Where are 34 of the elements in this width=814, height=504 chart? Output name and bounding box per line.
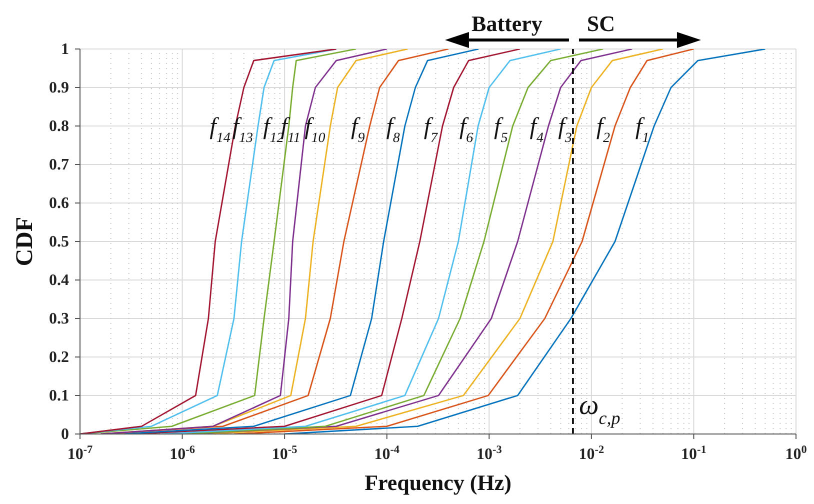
x-tick-label: 10$^{0}$: [785, 444, 808, 463]
text: SC: [586, 11, 616, 36]
x-tick-label: 10$^{-6}$: [170, 444, 196, 463]
series-label: f$_{6}$: [459, 114, 474, 146]
x-tick-label: 10$^{-2}$: [578, 444, 604, 463]
x-tick-label: 10$^{-7}$: [67, 444, 94, 463]
series-label: f$_{14}$: [210, 114, 230, 146]
y-axis-title: CDF: [12, 216, 38, 266]
y-tick-label: 0.4: [49, 272, 69, 289]
x-tick-label: 10$^{-4}$: [374, 444, 400, 463]
y-tick-label: 0.5: [49, 234, 69, 250]
ref-line-label: ω$_{c,p}$: [578, 390, 620, 428]
y-tick-label: 0.8: [49, 118, 69, 135]
y-tick-label: 0: [61, 426, 69, 443]
text: Battery: [472, 11, 542, 36]
x-axis-title: Frequency (Hz): [364, 470, 512, 495]
series-label: f$_{2}$: [596, 114, 610, 146]
series-label: f$_{8}$: [386, 114, 400, 146]
y-tick-label: 0.9: [49, 80, 69, 96]
series-label: f$_{1}$: [635, 114, 650, 146]
y-tick-label: 0.3: [49, 310, 69, 328]
x-tick-label: 10$^{-1}$: [681, 444, 707, 463]
x-tick-label: 10$^{-5}$: [272, 444, 298, 463]
series-label: f$_{3}$: [558, 114, 572, 146]
series-label: f$_{9}$: [351, 114, 365, 146]
y-tick-label: 0.7: [49, 156, 69, 174]
series-label: f$_{5}$: [494, 114, 508, 146]
series-label: f$_{7}$: [424, 114, 439, 146]
y-tick-label: 0.6: [49, 195, 69, 212]
y-tick-label: 0.2: [49, 349, 69, 366]
y-tick-label: 0.1: [49, 388, 69, 404]
series-label: f$_{4}$: [530, 114, 544, 146]
x-tick-label: 10$^{-3}$: [476, 444, 502, 463]
y-tick-label: 1: [61, 41, 69, 58]
